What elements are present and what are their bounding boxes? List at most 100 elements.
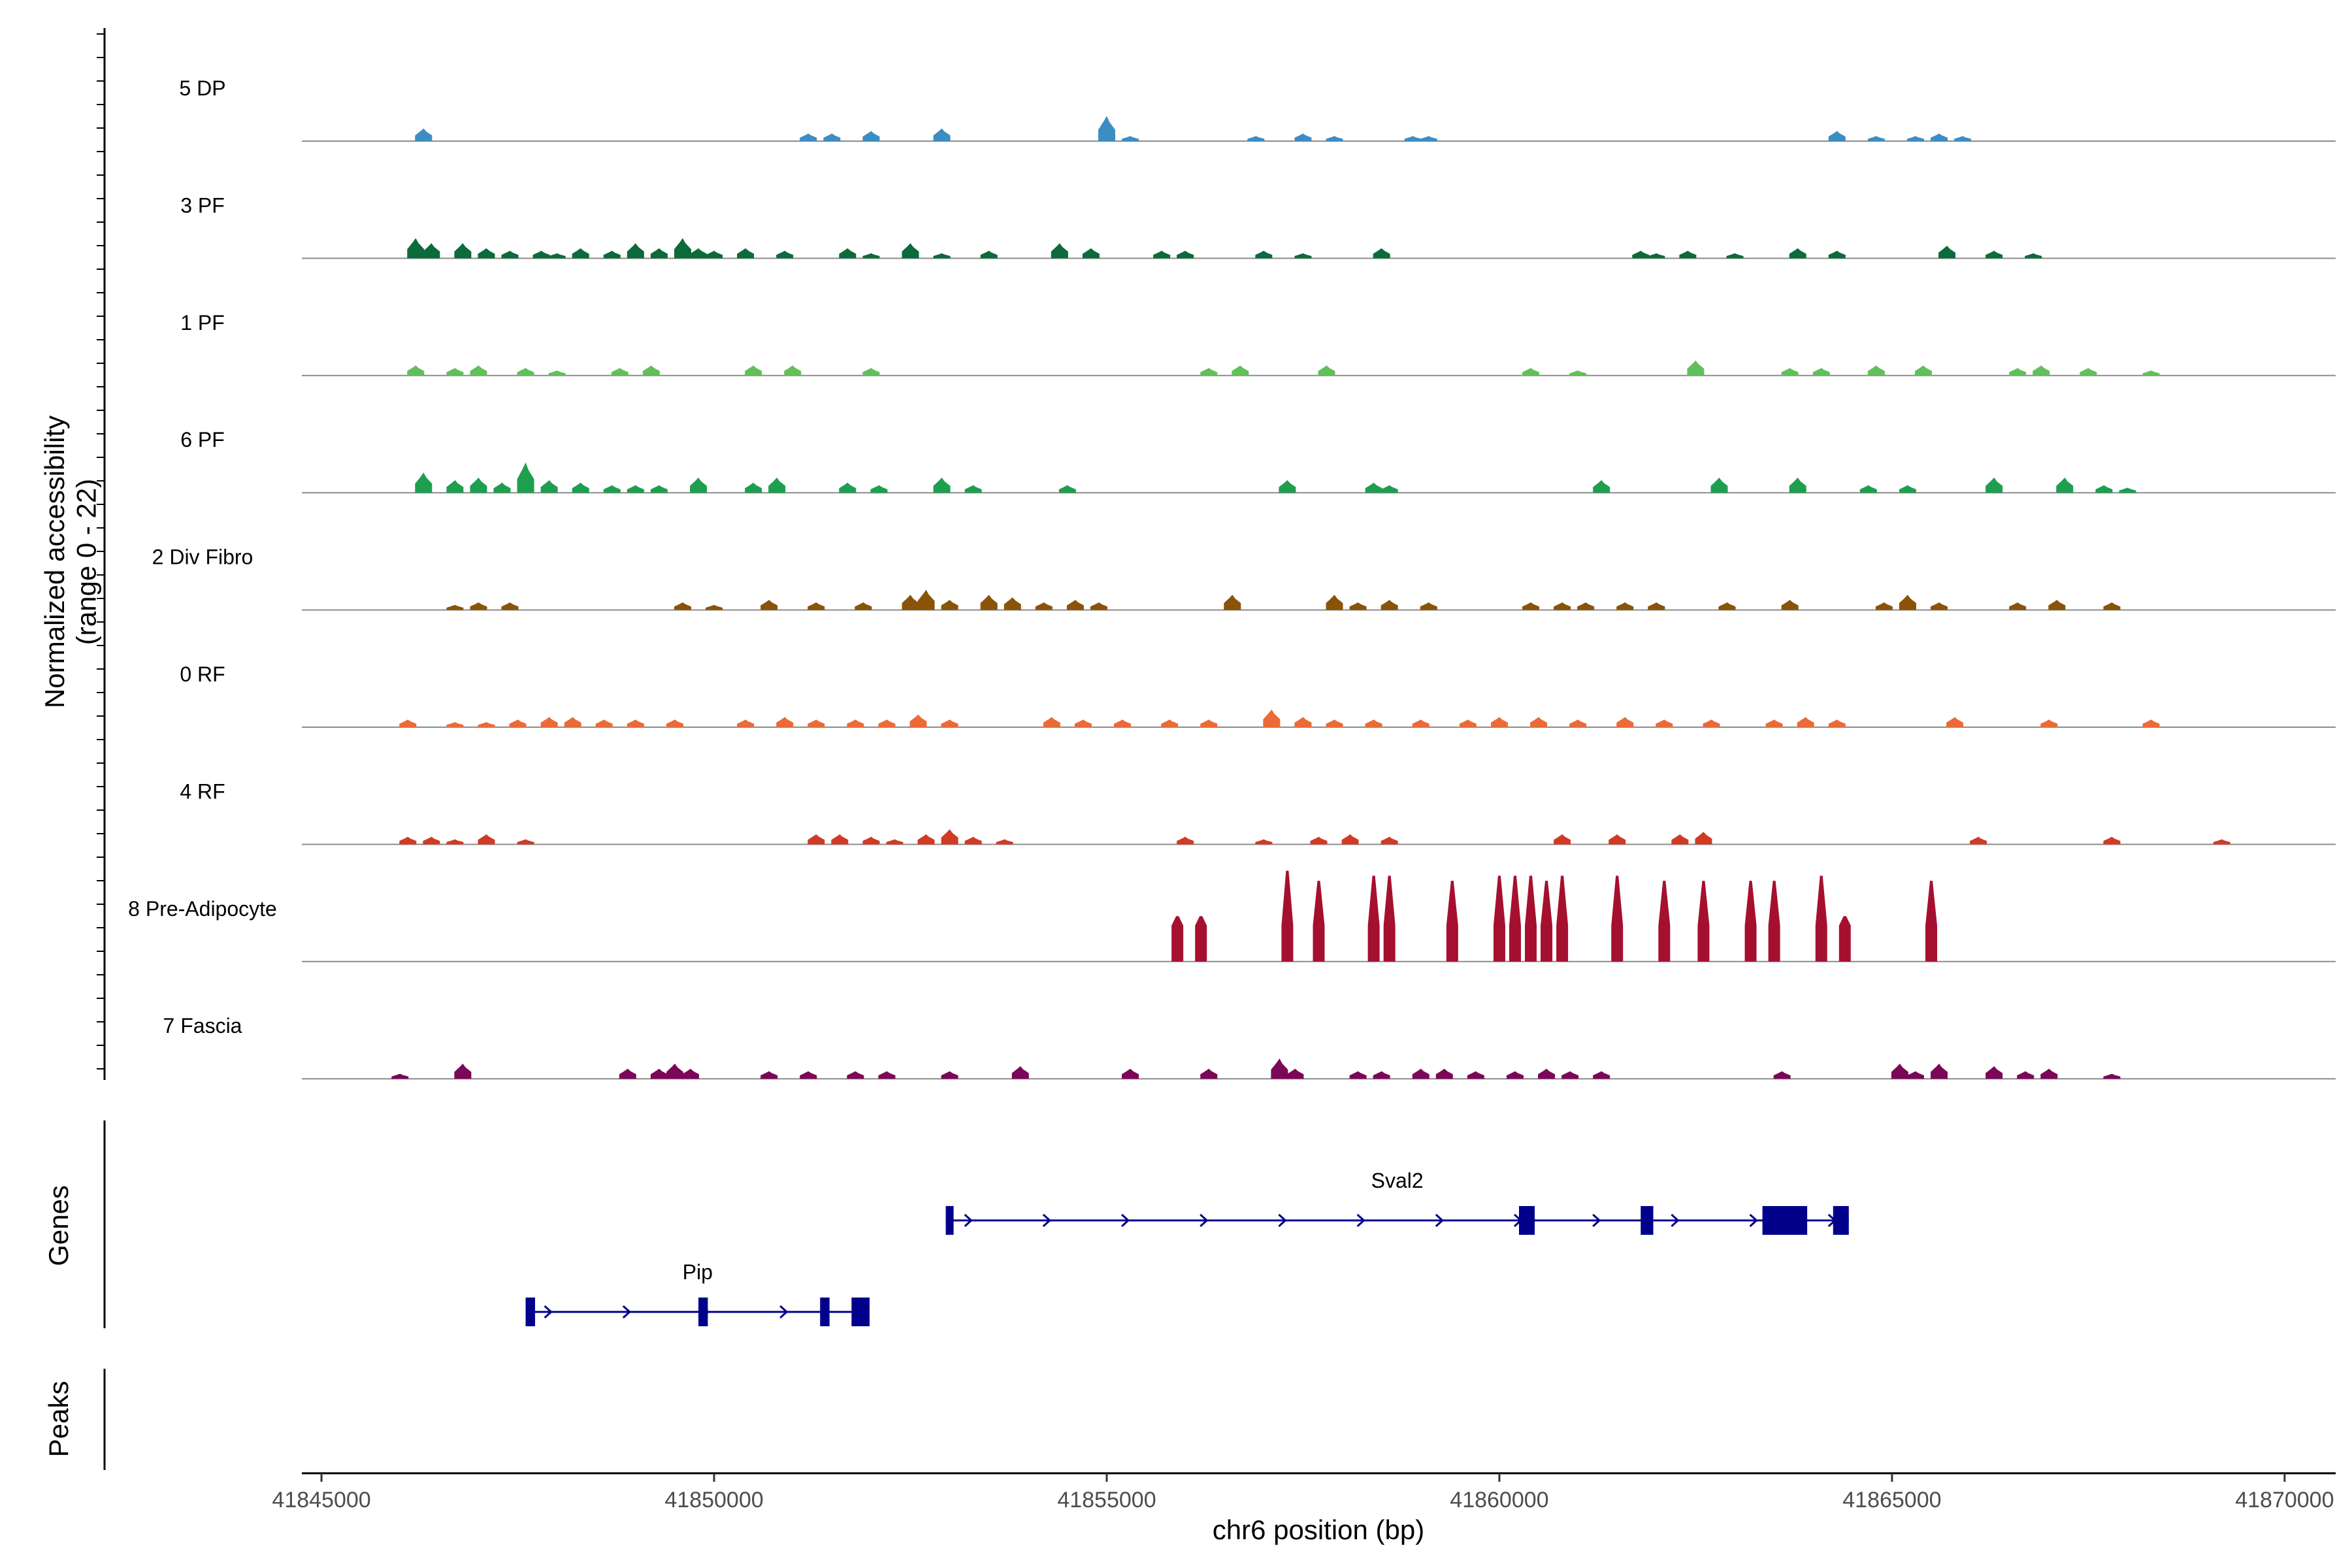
strand-arrow <box>1042 1213 1052 1228</box>
gene-pip: Pip <box>525 1260 870 1326</box>
coverage-peak <box>847 1071 864 1079</box>
gene-annotations: Sval2 Pip <box>525 1169 1849 1326</box>
coverage-peak <box>1404 136 1422 141</box>
coverage-peak <box>446 604 464 610</box>
coverage-peak <box>1435 1068 1453 1079</box>
coverage-peak <box>1420 136 1437 141</box>
coverage-peak <box>1859 485 1877 493</box>
y-axis-title-line: Normalized accessibility <box>39 416 70 708</box>
coverage-peak <box>1695 832 1712 845</box>
coverage-peak <box>540 480 558 493</box>
track-label: 3 PF <box>180 193 225 217</box>
coverage-peak <box>548 253 566 259</box>
coverage-peak <box>1954 136 1972 141</box>
coverage-peak <box>1255 250 1273 259</box>
coverage-peak <box>572 248 589 259</box>
coverage-peak <box>862 253 880 259</box>
coverage-peak <box>423 243 440 259</box>
coverage-peak <box>2103 1073 2121 1079</box>
coverage-peak <box>1828 719 1846 727</box>
coverage-peak <box>681 1068 699 1079</box>
coverage-peak <box>996 839 1013 845</box>
coverage-peak <box>1569 370 1587 376</box>
coverage-peak <box>1224 595 1241 610</box>
coverage-peak <box>1797 717 1814 727</box>
coverage-peak <box>1658 881 1671 962</box>
coverage-peak <box>1525 875 1537 962</box>
coverage-peak <box>980 250 998 259</box>
gene-label: Sval2 <box>1371 1169 1424 1192</box>
coverage-peak <box>446 480 464 493</box>
coverage-peak <box>517 368 534 376</box>
strand-arrow <box>544 1305 553 1319</box>
coverage-peak <box>1656 719 1673 727</box>
coverage-peak <box>1051 243 1068 259</box>
strand-arrow <box>1592 1213 1601 1228</box>
track-label: 4 RF <box>180 779 225 803</box>
track-3: 1 PF <box>180 311 2336 376</box>
coverage-peak <box>1970 836 1987 845</box>
coverage-peak <box>595 719 613 727</box>
coverage-peak <box>1867 365 1885 376</box>
coverage-peak <box>1710 478 1728 493</box>
coverage-y-ticks <box>97 33 105 1070</box>
coverage-peak <box>650 248 668 259</box>
coverage-peak <box>1090 602 1107 610</box>
coverage-peak <box>1522 602 1540 610</box>
coverage-peak <box>1380 600 1398 610</box>
coverage-peak <box>1577 602 1595 610</box>
gene-exon <box>851 1298 870 1326</box>
coverage-peak <box>839 482 857 493</box>
coverage-peak <box>1043 717 1060 727</box>
coverage-peak <box>1687 360 1705 376</box>
coverage-peak <box>509 719 527 727</box>
coverage-peak <box>2080 368 2097 376</box>
coverage-peak <box>2095 485 2113 493</box>
coverage-peak <box>1632 250 1650 259</box>
track-1: 5 DP <box>179 76 2336 142</box>
coverage-peak <box>1074 719 1092 727</box>
coverage-peak <box>760 1071 778 1079</box>
coverage-peak <box>1773 1071 1791 1079</box>
coverage-peak <box>666 719 683 727</box>
track-label: 2 Div Fibro <box>152 546 253 569</box>
y-axis-title-line: (range 0 - 22) <box>71 479 101 645</box>
genes-panel-title: Genes <box>43 1185 74 1266</box>
x-tick-label: 41850000 <box>664 1488 763 1512</box>
coverage-peak <box>1768 881 1780 962</box>
track-label: 0 RF <box>180 662 225 686</box>
coverage-peak <box>446 368 464 376</box>
coverage-tracks: 5 DP 3 PF 1 PF 6 PF 2 Div Fibro 0 RF 4 RF 8 Pre… <box>128 76 2336 1080</box>
coverage-peak <box>501 250 519 259</box>
gene-exon <box>1762 1206 1808 1235</box>
gene-exon <box>820 1298 830 1326</box>
coverage-peak <box>2103 836 2121 845</box>
coverage-peak <box>1648 253 1665 259</box>
coverage-peak <box>603 485 621 493</box>
coverage-peak <box>1718 602 1736 610</box>
coverage-peak <box>1493 875 1505 962</box>
coverage-peak <box>980 595 998 610</box>
coverage-peak <box>1200 368 1218 376</box>
coverage-peak <box>1931 602 1948 610</box>
coverage-peak <box>470 602 487 610</box>
coverage-peak <box>1367 875 1380 962</box>
coverage-peak <box>478 722 495 727</box>
coverage-peak <box>839 248 857 259</box>
coverage-peak <box>1294 253 1312 259</box>
coverage-peak <box>1815 875 1827 962</box>
coverage-peak <box>831 834 849 845</box>
coverage-peak <box>1812 368 1830 376</box>
coverage-peak <box>1781 368 1799 376</box>
coverage-peak <box>1122 136 1139 141</box>
coverage-peak <box>627 243 644 259</box>
coverage-peak <box>1985 250 2003 259</box>
coverage-peak <box>415 472 433 493</box>
coverage-peak <box>423 836 440 845</box>
coverage-peak <box>1341 834 1359 845</box>
gene-exon <box>698 1298 708 1326</box>
coverage-peak <box>1609 834 1626 845</box>
coverage-peak <box>878 1071 896 1079</box>
coverage-peak <box>666 1064 683 1079</box>
